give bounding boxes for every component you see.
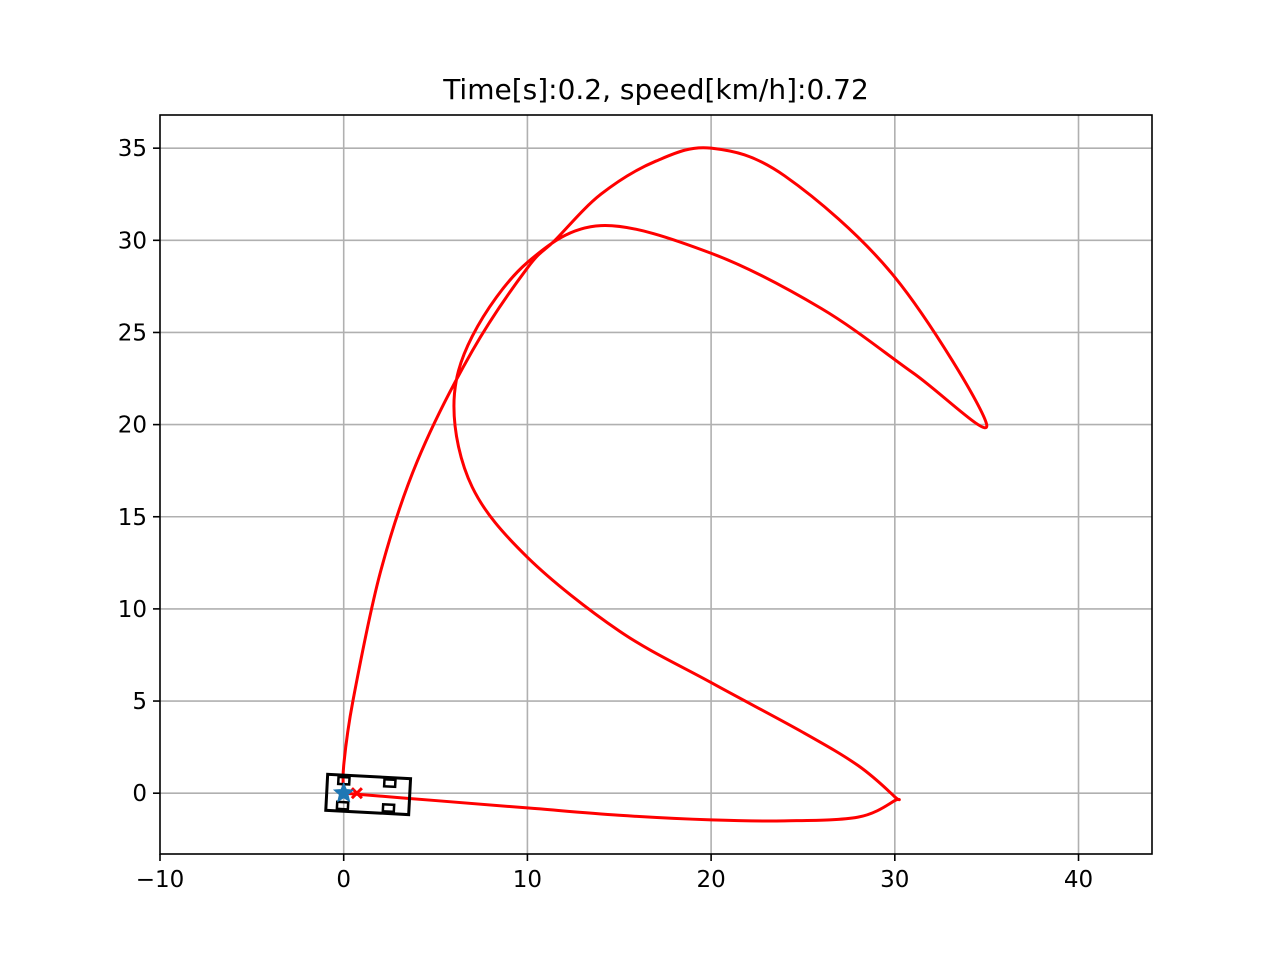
- x-tick-label: −10: [136, 867, 185, 893]
- x-tick-label: 20: [696, 867, 725, 893]
- x-tick-label: 0: [336, 867, 351, 893]
- y-tick-label: 20: [118, 413, 147, 439]
- y-tick-label: 30: [118, 228, 147, 254]
- vehicle-wheel: [335, 800, 350, 811]
- chart-title: Time[s]:0.2, speed[km/h]:0.72: [442, 73, 869, 106]
- y-tick-label: 0: [132, 781, 147, 807]
- vehicle-wheel: [382, 777, 397, 789]
- y-tick-label: 25: [118, 320, 147, 346]
- plot-area: [324, 146, 989, 823]
- axes: −10 0 10 20 30 40 0 5 10 15 20 25 30 35: [118, 114, 1153, 893]
- vehicle-wheel: [381, 802, 396, 814]
- x-tick-label: 10: [513, 867, 542, 893]
- vehicle-body: [324, 772, 413, 817]
- x-tick-label: 40: [1064, 867, 1093, 893]
- x-tick-label: 30: [880, 867, 909, 893]
- car-outline-icon: [324, 772, 413, 817]
- y-tick-label: 15: [118, 505, 147, 531]
- y-tick-label: 5: [132, 689, 147, 715]
- trajectory-line: [341, 146, 989, 823]
- y-tick-label: 10: [118, 597, 147, 623]
- axes-frame: [159, 114, 1153, 855]
- current-position-marker: [332, 781, 355, 803]
- y-tick-label: 35: [118, 136, 147, 162]
